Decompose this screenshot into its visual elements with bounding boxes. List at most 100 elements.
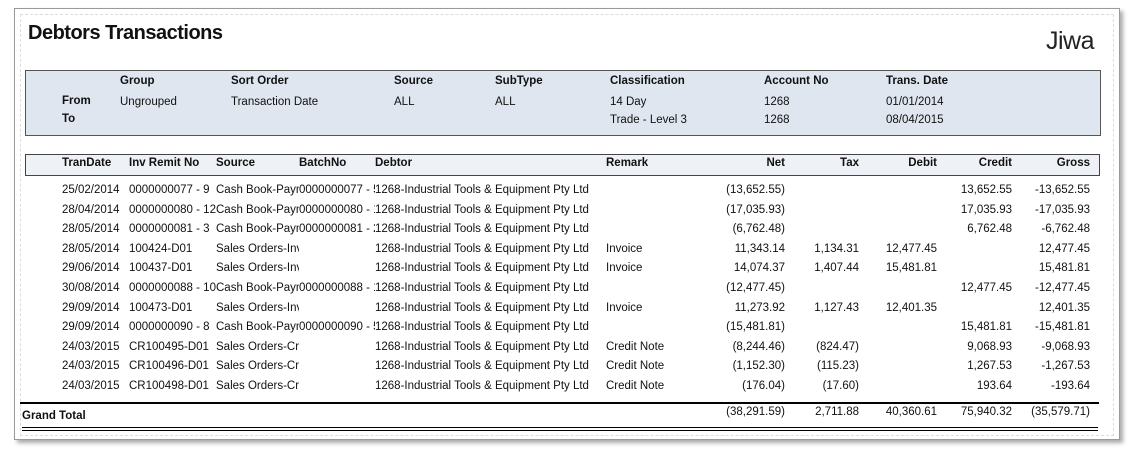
table-cell: 14,074.37	[733, 262, 785, 275]
table-cell: 1268-Industrial Tools & Equipment Pty Lt…	[375, 282, 589, 294]
table-cell: -9,068.93	[1041, 340, 1090, 353]
table-cell: 0000000077 - 5	[299, 184, 375, 196]
table-cell: 1,267.53	[967, 360, 1012, 373]
param-to: 1268	[764, 114, 790, 126]
table-cell: 100437-D01	[129, 262, 193, 275]
param-from: ALL	[394, 96, 415, 108]
table-cell: 1268-Industrial Tools & Equipment Pty Lt…	[375, 360, 589, 373]
param-row-label: From	[62, 95, 91, 107]
table-cell: 30/08/2014	[62, 282, 120, 294]
param-from: ALL	[495, 96, 516, 108]
table-cell: -13,652.55	[1035, 184, 1090, 196]
table-cell: Sales Orders-Credit Note	[216, 360, 299, 373]
table-cell: (13,652.55)	[726, 184, 785, 196]
table-cell: 12,477.45	[885, 242, 937, 255]
table-cell: 1,127.43	[814, 301, 859, 314]
table-cell: Sales Orders-Invoice	[216, 262, 299, 275]
table-cell: (12,477.45)	[726, 282, 785, 294]
table-cell: 15,481.81	[885, 262, 937, 275]
table-cell: 11,343.14	[734, 242, 785, 255]
table-cell: -6,762.48	[1041, 223, 1090, 236]
table-header	[25, 154, 1100, 176]
table-cell: 0000000088 - 1	[299, 282, 375, 294]
table-cell: -12,477.45	[1035, 282, 1090, 294]
column-header: Credit	[978, 157, 1012, 169]
table-cell: Credit Note	[606, 340, 665, 353]
table-cell: 1268-Industrial Tools & Equipment Pty Lt…	[375, 203, 589, 216]
table-cell: Cash Book-Payment	[216, 223, 299, 236]
column-header: Debtor	[375, 157, 413, 169]
table-cell: 6,762.48	[967, 223, 1012, 236]
column-header: Gross	[1056, 157, 1090, 169]
total-label: Grand Total	[22, 410, 86, 422]
param-row-label: To	[62, 113, 76, 125]
table-cell: 9,068.93	[967, 340, 1012, 353]
table-cell: 12,401.35	[885, 301, 937, 314]
table-cell: Invoice	[606, 242, 643, 255]
table-cell: 17,035.93	[960, 203, 1012, 216]
table-cell: 100424-D01	[129, 242, 193, 255]
table-cell: 28/05/2014	[62, 242, 120, 255]
param-from: 1268	[764, 96, 790, 108]
table-cell: 100473-D01	[129, 301, 193, 314]
table-cell: 0000000090 - 8	[129, 321, 210, 334]
column-header: Source	[216, 157, 255, 169]
table-cell: 1268-Industrial Tools & Equipment Pty Lt…	[375, 340, 589, 353]
table-cell: 0000000080 - 1	[299, 203, 375, 216]
table-cell: -193.64	[1050, 380, 1090, 392]
table-cell: 1268-Industrial Tools & Equipment Pty Lt…	[375, 242, 589, 255]
table-cell: 24/03/2015	[62, 360, 120, 373]
table-cell: 1,134.31	[814, 242, 859, 255]
table-cell: (8,244.46)	[732, 340, 785, 353]
param-header: Group	[120, 75, 155, 87]
table-cell: Cash Book-Payment	[216, 184, 299, 196]
table-cell: 1268-Industrial Tools & Equipment Pty Lt…	[375, 321, 589, 334]
total-cell: 2,711.88	[815, 406, 859, 418]
table-cell: 15,481.81	[1038, 262, 1090, 275]
table-cell: 11,273.92	[734, 301, 785, 314]
table-cell: Sales Orders-Credit Note	[216, 380, 299, 392]
table-cell: 24/03/2015	[62, 380, 120, 392]
table-cell: 12,477.45	[960, 282, 1012, 294]
table-cell: (1,152.30)	[732, 360, 785, 373]
table-cell: 0000000081 - 3	[129, 223, 210, 236]
table-cell: 12,401.35	[1038, 301, 1090, 314]
table-cell: 0000000090 - 5	[299, 321, 375, 334]
table-cell: (15,481.81)	[726, 321, 785, 334]
table-cell: 24/03/2015	[62, 340, 120, 353]
table-cell: Invoice	[606, 301, 643, 314]
table-cell: 15,481.81	[960, 321, 1012, 334]
table-cell: (176.04)	[742, 380, 785, 392]
table-cell: 1,407.44	[814, 262, 859, 275]
table-cell: 29/09/2014	[62, 301, 120, 314]
param-header: Classification	[610, 75, 685, 87]
table-cell: (17.60)	[822, 380, 859, 392]
rule	[22, 427, 1098, 428]
total-cell: (35,579.71)	[1031, 406, 1090, 418]
table-cell: 29/09/2014	[62, 321, 120, 334]
table-cell: CR100495-D01	[129, 340, 209, 353]
table-cell: Invoice	[606, 262, 643, 275]
logo: Jiwa	[1046, 27, 1095, 55]
table-cell: (6,762.48)	[732, 223, 785, 236]
table-cell: 1268-Industrial Tools & Equipment Pty Lt…	[375, 380, 589, 392]
param-header: Source	[394, 75, 433, 87]
table-cell: Credit Note	[606, 360, 665, 373]
table-cell: 13,652.55	[960, 184, 1012, 196]
column-header: TranDate	[62, 157, 112, 169]
param-header: Trans. Date	[886, 75, 948, 87]
table-cell: Cash Book-Payment	[216, 282, 299, 294]
column-header: Net	[766, 157, 785, 169]
column-header: Tax	[840, 157, 859, 169]
table-cell: 1268-Industrial Tools & Equipment Pty Lt…	[375, 262, 589, 275]
table-cell: CR100498-D01	[129, 380, 209, 392]
param-from: 01/01/2014	[886, 96, 944, 108]
table-cell: (115.23)	[817, 360, 859, 373]
table-cell: 0000000081 - 2	[299, 223, 375, 236]
param-header: SubType	[495, 75, 543, 87]
table-cell: Sales Orders-Credit Note	[216, 340, 299, 353]
table-cell: -1,267.53	[1041, 360, 1090, 373]
report-page	[20, 14, 1114, 436]
table-cell: 1268-Industrial Tools & Equipment Pty Lt…	[375, 223, 589, 236]
